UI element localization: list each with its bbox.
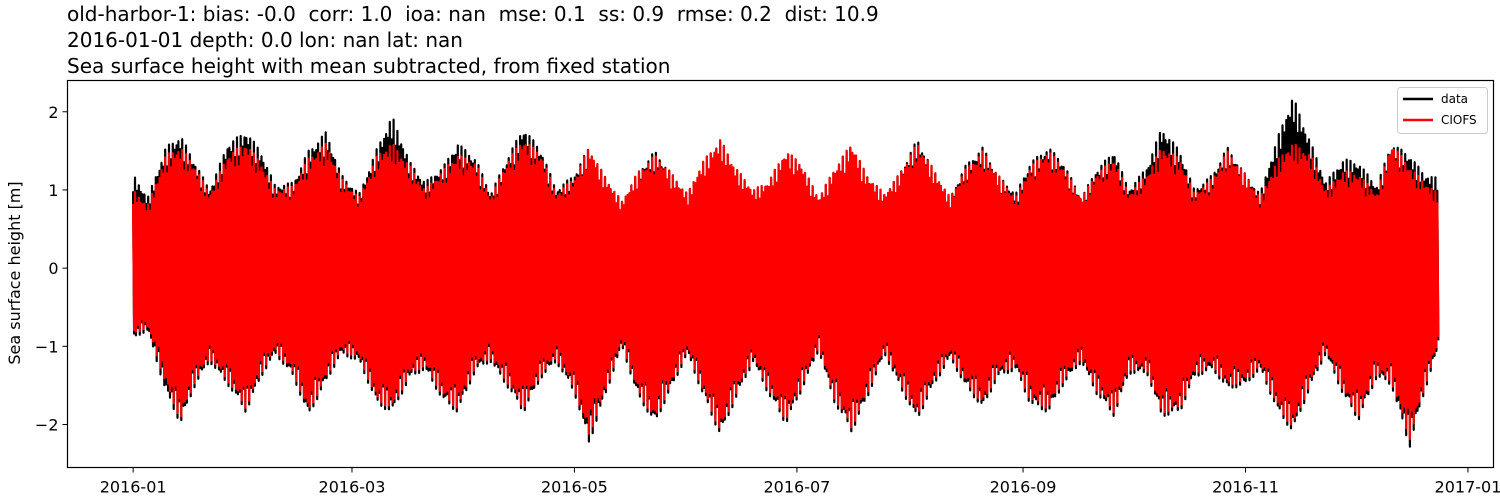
x-tick-label: 2016-03 — [319, 478, 386, 497]
y-tick-label: −1 — [35, 337, 59, 356]
x-tick-label: 2016-11 — [1212, 478, 1279, 497]
x-tick-label: 2016-05 — [541, 478, 608, 497]
y-axis-label: Sea surface height [m] — [5, 181, 24, 364]
y-tick-label: −2 — [35, 416, 59, 435]
y-axis: −2 −1 0 1 2 — [35, 103, 68, 435]
chart-title-stats: old-harbor-1: bias: -0.0 corr: 1.0 ioa: … — [67, 2, 879, 26]
y-tick-label: 0 — [48, 259, 58, 278]
legend-label-ciofs: CIOFS — [1441, 113, 1477, 127]
chart-title-description: Sea surface height with mean subtracted,… — [67, 54, 671, 78]
x-axis: 2016-01 2016-03 2016-05 2016-07 2016-09 2016-… — [100, 467, 1500, 497]
legend-label-data: data — [1441, 92, 1468, 106]
x-tick-label: 2016-09 — [990, 478, 1057, 497]
y-tick-label: 1 — [48, 181, 58, 200]
x-tick-label: 2016-07 — [763, 478, 830, 497]
x-tick-label: 2017-01 — [1435, 478, 1500, 497]
y-tick-label: 2 — [48, 103, 58, 122]
plot-area — [132, 99, 1440, 448]
x-tick-label: 2016-01 — [100, 478, 167, 497]
chart-title-station-info: 2016-01-01 depth: 0.0 lon: nan lat: nan — [67, 28, 463, 52]
series-line-ciofs — [132, 139, 1440, 440]
legend: data CIOFS — [1397, 87, 1488, 134]
series-layer — [132, 99, 1440, 448]
axes-frame — [66, 79, 1495, 469]
